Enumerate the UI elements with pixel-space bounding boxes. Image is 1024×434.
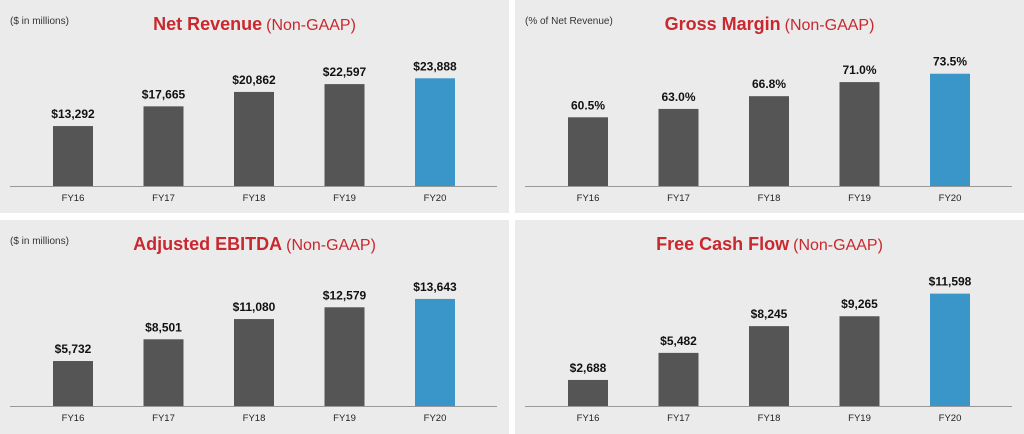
value-label: $23,888 bbox=[413, 59, 457, 73]
chart-subtitle: (Non-GAAP) bbox=[266, 17, 356, 34]
x-tick-label: FY18 bbox=[758, 193, 781, 204]
x-tick-label: FY20 bbox=[424, 193, 447, 204]
bar-fy17 bbox=[143, 106, 184, 186]
gross-margin-chart: 60.5% FY16 63.0% FY17 66.8% FY18 71.0% FY19 73.5… bbox=[525, 55, 1012, 204]
chart-subtitle: (Non-GAAP) bbox=[784, 17, 875, 34]
bar-fy16 bbox=[53, 361, 93, 406]
gross-margin-panel: (% of Net Revenue) Gross Margin (Non-GAAP… bbox=[515, 0, 1024, 213]
value-label: $11,080 bbox=[233, 300, 276, 314]
value-label: $8,245 bbox=[751, 307, 788, 321]
x-tick-label: FY17 bbox=[667, 193, 690, 204]
x-tick-label: FY19 bbox=[848, 413, 871, 424]
bar-fy19 bbox=[839, 82, 880, 186]
x-tick-label: FY19 bbox=[848, 193, 871, 204]
bar-fy20 bbox=[930, 293, 970, 406]
bar-fy20 bbox=[415, 298, 455, 406]
chart-title: Net Revenue bbox=[153, 14, 263, 34]
unit-note: (% of Net Revenue) bbox=[525, 16, 613, 27]
value-label: 71.0% bbox=[842, 63, 876, 77]
value-label: $20,862 bbox=[232, 73, 276, 87]
chart-title: Free Cash Flow bbox=[656, 234, 790, 254]
value-label: $22,597 bbox=[323, 65, 367, 79]
value-label: $8,501 bbox=[145, 320, 182, 334]
value-label: 66.8% bbox=[752, 77, 786, 91]
value-label: $5,732 bbox=[55, 342, 92, 356]
bar-fy17 bbox=[658, 108, 699, 186]
value-label: 73.5% bbox=[933, 55, 967, 69]
net-revenue-panel: ($ in millions) Net Revenue (Non-GAAP) $1… bbox=[0, 0, 509, 213]
net-revenue-chart: $13,292 FY16 $17,665 FY17 $20,862 FY18 $22,597… bbox=[10, 59, 497, 204]
value-label: $2,688 bbox=[570, 361, 607, 375]
x-tick-label: FY17 bbox=[152, 193, 175, 204]
free-cash-flow-chart: $2,688 FY16 $5,482 FY17 $8,245 FY18 $9,265 FY19… bbox=[525, 275, 1012, 424]
x-tick-label: FY18 bbox=[758, 413, 781, 424]
bar-fy19 bbox=[324, 84, 365, 186]
value-label: 63.0% bbox=[661, 90, 695, 104]
x-tick-label: FY16 bbox=[62, 413, 85, 424]
panel-title: Gross Margin (Non-GAAP) bbox=[515, 14, 1024, 35]
chart-subtitle: (Non-GAAP) bbox=[793, 237, 883, 254]
value-label: $5,482 bbox=[660, 334, 697, 348]
bar-fy17 bbox=[143, 339, 184, 406]
x-tick-label: FY20 bbox=[939, 413, 962, 424]
value-label: $13,643 bbox=[413, 280, 457, 294]
chart-title: Gross Margin bbox=[664, 14, 781, 34]
x-tick-label: FY16 bbox=[62, 193, 85, 204]
bar-fy18 bbox=[749, 326, 789, 406]
chart-title: Adjusted EBITDA bbox=[133, 234, 283, 254]
x-tick-label: FY17 bbox=[152, 413, 175, 424]
panel-title: Free Cash Flow (Non-GAAP) bbox=[515, 234, 1024, 255]
chart-subtitle: (Non-GAAP) bbox=[286, 237, 376, 254]
unit-note: ($ in millions) bbox=[10, 236, 69, 247]
value-label: 60.5% bbox=[571, 98, 605, 112]
bar-fy19 bbox=[839, 316, 880, 406]
value-label: $11,598 bbox=[929, 275, 972, 289]
x-tick-label: FY19 bbox=[333, 413, 356, 424]
x-tick-label: FY20 bbox=[424, 413, 447, 424]
bar-fy18 bbox=[234, 91, 274, 186]
panel-title: Net Revenue (Non-GAAP) bbox=[0, 14, 509, 35]
x-tick-label: FY18 bbox=[243, 413, 266, 424]
bar-fy19 bbox=[324, 307, 365, 406]
free-cash-flow-panel: Free Cash Flow (Non-GAAP) $2,688 FY16 $5,48… bbox=[515, 220, 1024, 434]
x-tick-label: FY16 bbox=[577, 193, 600, 204]
x-tick-label: FY19 bbox=[333, 193, 356, 204]
value-label: $13,292 bbox=[51, 107, 95, 121]
bar-fy17 bbox=[658, 352, 699, 406]
adjusted-ebitda-panel: ($ in millions) Adjusted EBITDA (Non-GAAP… bbox=[0, 220, 509, 434]
bar-fy16 bbox=[53, 126, 93, 186]
value-label: $9,265 bbox=[841, 297, 878, 311]
value-label: $17,665 bbox=[142, 87, 186, 101]
bar-fy20 bbox=[415, 78, 455, 186]
bar-fy18 bbox=[749, 96, 789, 186]
bar-fy16 bbox=[568, 117, 608, 186]
unit-note: ($ in millions) bbox=[10, 16, 69, 27]
bar-fy16 bbox=[568, 379, 608, 406]
x-tick-label: FY17 bbox=[667, 413, 690, 424]
x-tick-label: FY16 bbox=[577, 413, 600, 424]
adjusted-ebitda-chart: $5,732 FY16 $8,501 FY17 $11,080 FY18 $12,579 FY… bbox=[10, 280, 497, 424]
x-tick-label: FY20 bbox=[939, 193, 962, 204]
value-label: $12,579 bbox=[323, 288, 367, 302]
panel-title: Adjusted EBITDA (Non-GAAP) bbox=[0, 234, 509, 255]
bar-fy18 bbox=[234, 319, 274, 406]
bar-fy20 bbox=[930, 73, 970, 186]
x-tick-label: FY18 bbox=[243, 193, 266, 204]
